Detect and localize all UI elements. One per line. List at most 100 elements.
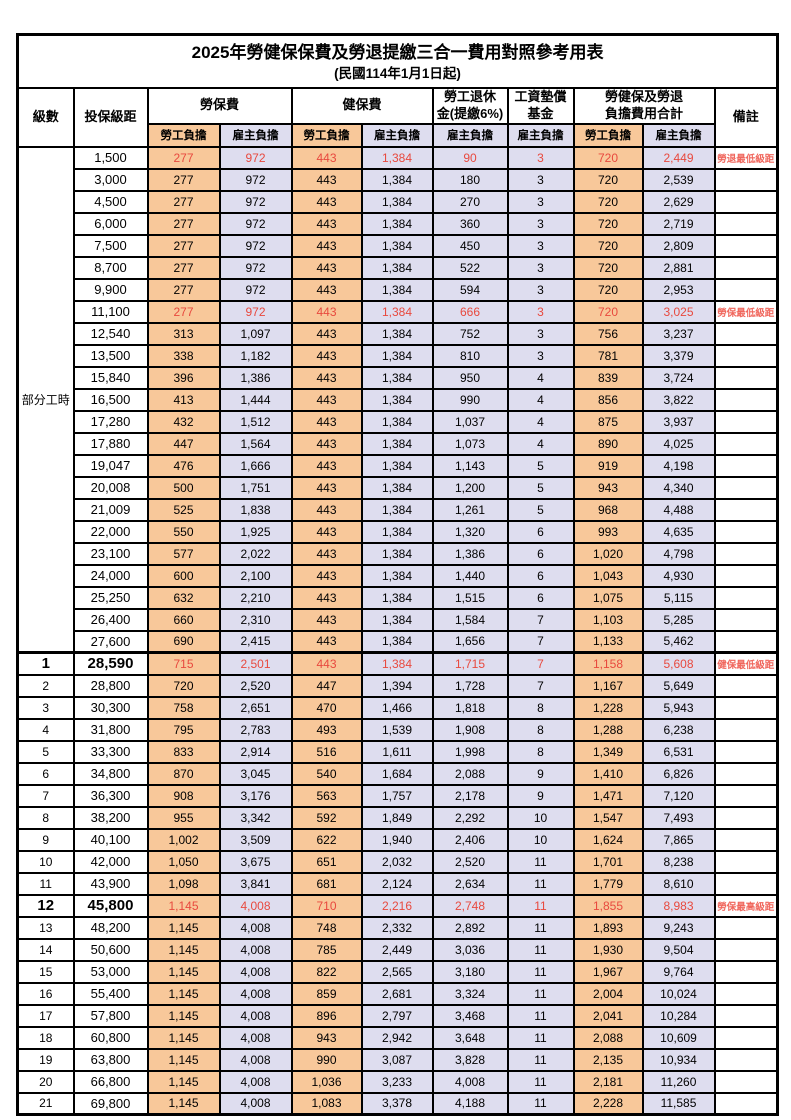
wage-fund-employer-fee: 6 [506,585,575,610]
subheader-pension-employer: 雇主負擔 [431,122,509,148]
health-employee-fee: 443 [290,321,363,346]
table-row: 6 34,800 870 3,045 540 1,684 2,088 9 1,410 6,826 [16,761,779,786]
health-employee-fee: 710 [290,893,363,918]
labor-employee-fee: 1,145 [146,1069,221,1094]
total-employee-fee: 875 [572,409,644,434]
labor-employee-fee: 500 [146,475,221,500]
level-cell: 2 [16,673,75,698]
salary-cell: 50,600 [72,937,149,962]
table-row: 19 63,800 1,145 4,008 990 3,087 3,828 11 2,135 10… [16,1047,779,1072]
total-employee-fee: 720 [572,277,644,302]
total-employer-fee: 10,284 [641,1003,716,1028]
labor-employee-fee: 833 [146,739,221,764]
table-row: 3 30,300 758 2,651 470 1,466 1,818 8 1,228 5,943 [16,695,779,720]
health-employer-fee: 1,384 [360,519,434,544]
total-employer-fee: 4,930 [641,563,716,588]
total-employee-fee: 2,135 [572,1047,644,1072]
labor-employee-fee: 550 [146,519,221,544]
level-cell: 19 [16,1047,75,1072]
pension-employer-fee: 2,634 [431,871,509,896]
health-employee-fee: 896 [290,1003,363,1028]
labor-employer-fee: 972 [218,233,293,258]
total-employee-fee: 720 [572,167,644,192]
wage-fund-employer-fee: 3 [506,343,575,368]
salary-cell: 21,009 [72,497,149,522]
total-employee-fee: 2,041 [572,1003,644,1028]
table-row: 17,880 447 1,564 443 1,384 1,073 4 890 4,025 [18,431,779,456]
health-employer-fee: 1,384 [360,255,434,280]
salary-cell: 3,000 [72,167,149,192]
salary-cell: 53,000 [72,959,149,984]
health-employee-fee: 447 [290,673,363,698]
salary-cell: 13,500 [72,343,149,368]
health-employer-fee: 1,684 [360,761,434,786]
table-row: 19,047 476 1,666 443 1,384 1,143 5 919 4,198 [18,453,779,478]
pension-employer-fee: 752 [431,321,509,346]
labor-employee-fee: 870 [146,761,221,786]
labor-employer-fee: 4,008 [218,893,293,918]
labor-employee-fee: 1,145 [146,915,221,940]
labor-employer-fee: 4,008 [218,981,293,1006]
wage-fund-employer-fee: 7 [506,629,575,654]
remark-cell [713,255,779,280]
level-cell: 21 [16,1091,75,1116]
remark-cell: 勞退最低級距 [713,145,779,170]
total-employer-fee: 3,379 [641,343,716,368]
health-employee-fee: 563 [290,783,363,808]
remark-cell [713,607,779,632]
health-employee-fee: 443 [290,233,363,258]
table-row: 7,500 277 972 443 1,384 450 3 720 2,809 [18,233,779,258]
remark-cell [713,431,779,456]
health-employee-fee: 822 [290,959,363,984]
health-employee-fee: 859 [290,981,363,1006]
labor-employer-fee: 2,783 [218,717,293,742]
health-employee-fee: 443 [290,167,363,192]
total-employer-fee: 10,024 [641,981,716,1006]
pension-employer-fee: 2,088 [431,761,509,786]
wage-fund-employer-fee: 6 [506,519,575,544]
health-employer-fee: 1,384 [360,365,434,390]
labor-employer-fee: 1,666 [218,453,293,478]
health-employee-fee: 943 [290,1025,363,1050]
pension-employer-fee: 4,188 [431,1091,509,1116]
total-employer-fee: 3,724 [641,365,716,390]
total-employer-fee: 5,115 [641,585,716,610]
remark-cell [713,739,779,764]
health-employer-fee: 3,233 [360,1069,434,1094]
total-employee-fee: 968 [572,497,644,522]
wage-fund-employer-fee: 7 [506,651,575,676]
table-row: 部分工時 1,500 277 972 443 1,384 90 3 720 2,449 勞退最低級距 [16,145,779,654]
total-employer-fee: 6,238 [641,717,716,742]
pension-employer-fee: 1,584 [431,607,509,632]
labor-employer-fee: 972 [218,211,293,236]
remark-cell [713,541,779,566]
labor-employee-fee: 577 [146,541,221,566]
health-employee-fee: 443 [290,145,363,170]
total-employee-fee: 1,167 [572,673,644,698]
pension-employer-fee: 810 [431,343,509,368]
salary-cell: 23,100 [72,541,149,566]
remark-cell [713,959,779,984]
wage-fund-employer-fee: 4 [506,409,575,434]
labor-employer-fee: 2,520 [218,673,293,698]
table-row: 25,250 632 2,210 443 1,384 1,515 6 1,075 5,115 [18,585,779,610]
labor-employee-fee: 1,002 [146,827,221,852]
level-cell: 11 [16,871,75,896]
health-employer-fee: 1,384 [360,585,434,610]
health-employer-fee: 1,384 [360,277,434,302]
labor-employer-fee: 3,509 [218,827,293,852]
total-employee-fee: 720 [572,233,644,258]
pension-employer-fee: 1,037 [431,409,509,434]
health-employee-fee: 443 [290,211,363,236]
level-cell: 8 [16,805,75,830]
total-employee-fee: 2,228 [572,1091,644,1116]
table-row: 6,000 277 972 443 1,384 360 3 720 2,719 [18,211,779,236]
level-cell: 13 [16,915,75,940]
health-employee-fee: 516 [290,739,363,764]
table-row: 23,100 577 2,022 443 1,384 1,386 6 1,020 4,798 [18,541,779,566]
wage-fund-employer-fee: 11 [506,1047,575,1072]
salary-cell: 15,840 [72,365,149,390]
remark-cell [713,937,779,962]
wage-fund-employer-fee: 3 [506,145,575,170]
health-employee-fee: 748 [290,915,363,940]
